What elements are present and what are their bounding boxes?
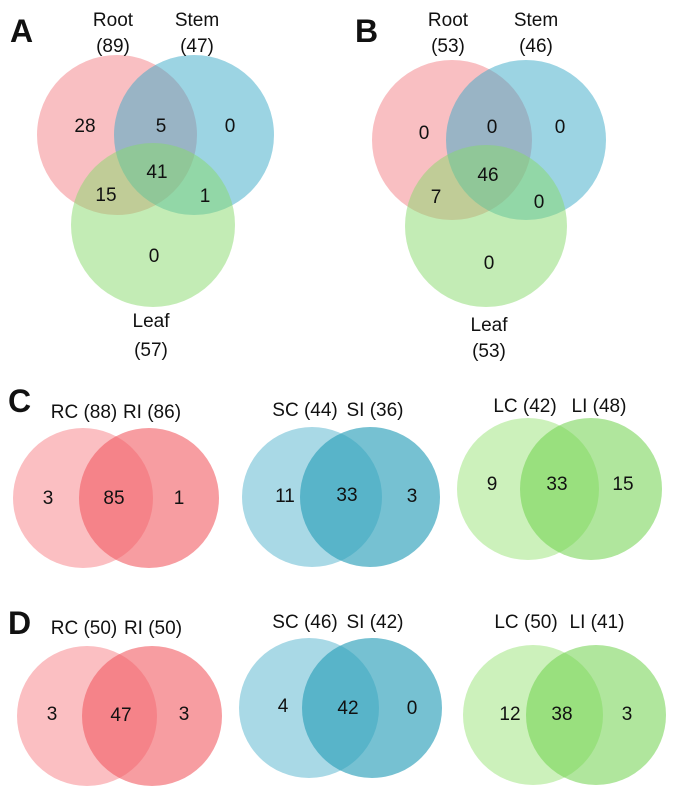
panel-a-root-stem: 5 [156, 116, 167, 137]
panel-c-si-only: 3 [407, 486, 418, 507]
panel-a-leaf-circle [71, 143, 235, 307]
panel-b-stem-leaf: 0 [534, 192, 545, 213]
panel-b-stem-only: 0 [555, 117, 566, 138]
panel-d-sc-si-both: 42 [337, 698, 358, 719]
panel-b-leaf-count: (53) [472, 341, 506, 362]
panel-a-root-leaf: 15 [95, 185, 116, 206]
panel-b-root-leaf: 7 [431, 187, 442, 208]
panel-d-sc-only: 4 [278, 696, 289, 717]
panel-a: A Root (89) Stem (47) Leaf (57) 28 5 0 1… [10, 10, 274, 361]
panel-b-root-only: 0 [419, 123, 430, 144]
panel-a-leaf-count: (57) [134, 340, 168, 361]
panel-d-si-label: SI (42) [346, 612, 403, 633]
panel-d-ri-label: RI (50) [124, 618, 182, 639]
panel-a-leaf-only: 0 [149, 246, 160, 267]
panel-c-sc-label: SC (44) [272, 400, 337, 421]
panel-a-root-only: 28 [74, 116, 95, 137]
panel-a-stem-count: (47) [180, 36, 214, 57]
panel-c-letter: C [8, 383, 31, 419]
panel-b-root-stem: 0 [487, 117, 498, 138]
panel-d-rc-ri-both: 47 [110, 705, 131, 726]
panel-d-rc-only: 3 [47, 704, 58, 725]
panel-c-sc-si-both: 33 [336, 485, 357, 506]
panel-d-lc-label: LC (50) [494, 612, 557, 633]
panel-c-sc-only: 11 [275, 486, 295, 507]
panel-b-all-three: 46 [477, 165, 498, 186]
panel-d: D RC (50) RI (50) 3 47 3 SC (46) SI (42)… [8, 605, 666, 786]
panel-a-root-name: Root [93, 10, 134, 31]
panel-c-si-circle [300, 427, 440, 567]
panel-d-si-only: 0 [407, 698, 418, 719]
panel-d-lc-only: 12 [499, 704, 520, 725]
panel-d-lc-li-both: 38 [551, 704, 572, 725]
panel-a-root-count: (89) [96, 36, 130, 57]
panel-d-ri-only: 3 [179, 704, 190, 725]
panel-c-li-only: 15 [612, 474, 633, 495]
panel-a-stem-only: 0 [225, 116, 236, 137]
panel-c-ri-circle [79, 428, 219, 568]
panel-b-leaf-only: 0 [484, 253, 495, 274]
panel-d-ri-circle [82, 646, 222, 786]
panel-b-stem-name: Stem [514, 10, 558, 31]
panel-c-ri-label: RI (86) [123, 402, 181, 423]
panel-b-stem-count: (46) [519, 36, 553, 57]
panel-a-letter: A [10, 13, 33, 49]
panel-b-letter: B [355, 13, 378, 49]
panel-b: B Root (53) Stem (46) Leaf (53) 0 0 0 7 … [355, 10, 606, 362]
panel-d-sc-label: SC (46) [272, 612, 337, 633]
panel-a-stem-name: Stem [175, 10, 219, 31]
panel-c-lc-label: LC (42) [493, 396, 556, 417]
panel-b-leaf-circle [405, 145, 567, 307]
panel-d-li-only: 3 [622, 704, 633, 725]
panel-c: C RC (88) RI (86) 3 85 1 SC (44) SI (36)… [8, 383, 662, 568]
panel-b-root-name: Root [428, 10, 469, 31]
panel-c-rc-label: RC (88) [51, 402, 118, 423]
panel-c-si-label: SI (36) [346, 400, 403, 421]
panel-a-stem-leaf: 1 [200, 186, 211, 207]
panel-d-si-circle [302, 638, 442, 778]
panel-c-lc-li-both: 33 [546, 474, 567, 495]
panel-d-rc-label: RC (50) [51, 618, 118, 639]
panel-b-leaf-name: Leaf [471, 315, 509, 336]
panel-c-rc-only: 3 [43, 488, 54, 509]
panel-c-ri-only: 1 [174, 488, 185, 509]
panel-c-li-label: LI (48) [572, 396, 627, 417]
panel-c-li-circle [520, 418, 662, 560]
panel-d-letter: D [8, 605, 31, 641]
panel-d-li-label: LI (41) [570, 612, 625, 633]
panel-a-all-three: 41 [146, 162, 167, 183]
panel-d-li-circle [526, 645, 666, 785]
panel-b-root-count: (53) [431, 36, 465, 57]
panel-c-lc-only: 9 [487, 474, 498, 495]
panel-c-rc-ri-both: 85 [103, 488, 124, 509]
panel-a-leaf-name: Leaf [133, 311, 171, 332]
